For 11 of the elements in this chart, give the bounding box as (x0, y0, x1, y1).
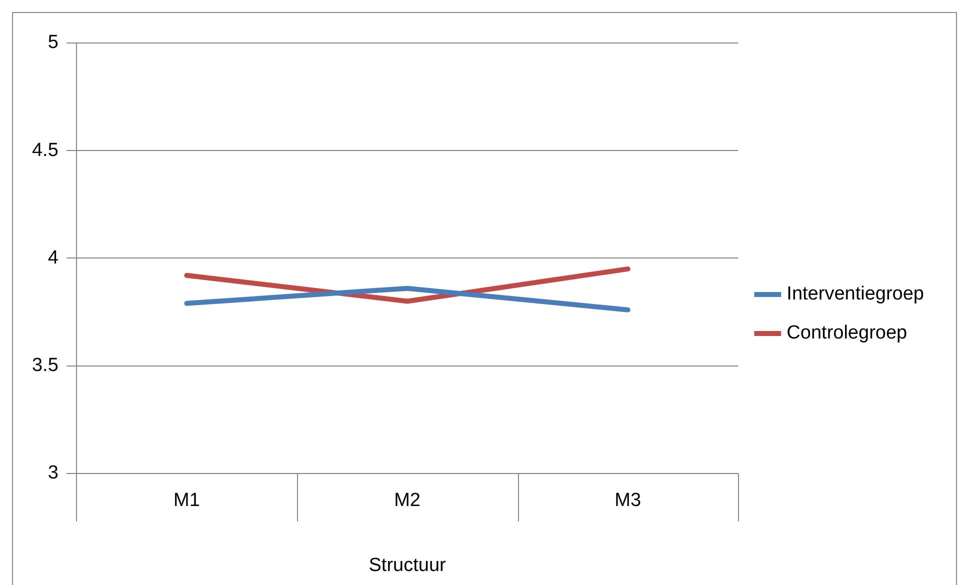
x-axis-title: Structuur (368, 554, 447, 576)
y-tick-label: 3.5 (32, 355, 58, 376)
legend-label: Interventiegroep (786, 284, 924, 305)
y-tick-label: 5 (48, 32, 58, 54)
y-tick-label: 4 (48, 247, 59, 268)
x-tick-label: M2 (394, 490, 420, 512)
x-tick-label: M1 (174, 490, 200, 512)
y-tick-label: 3 (48, 462, 58, 484)
x-tick-label: M3 (614, 490, 642, 512)
y-tick-label: 4.5 (32, 140, 58, 161)
legend-label: Controlegroep (786, 322, 908, 344)
